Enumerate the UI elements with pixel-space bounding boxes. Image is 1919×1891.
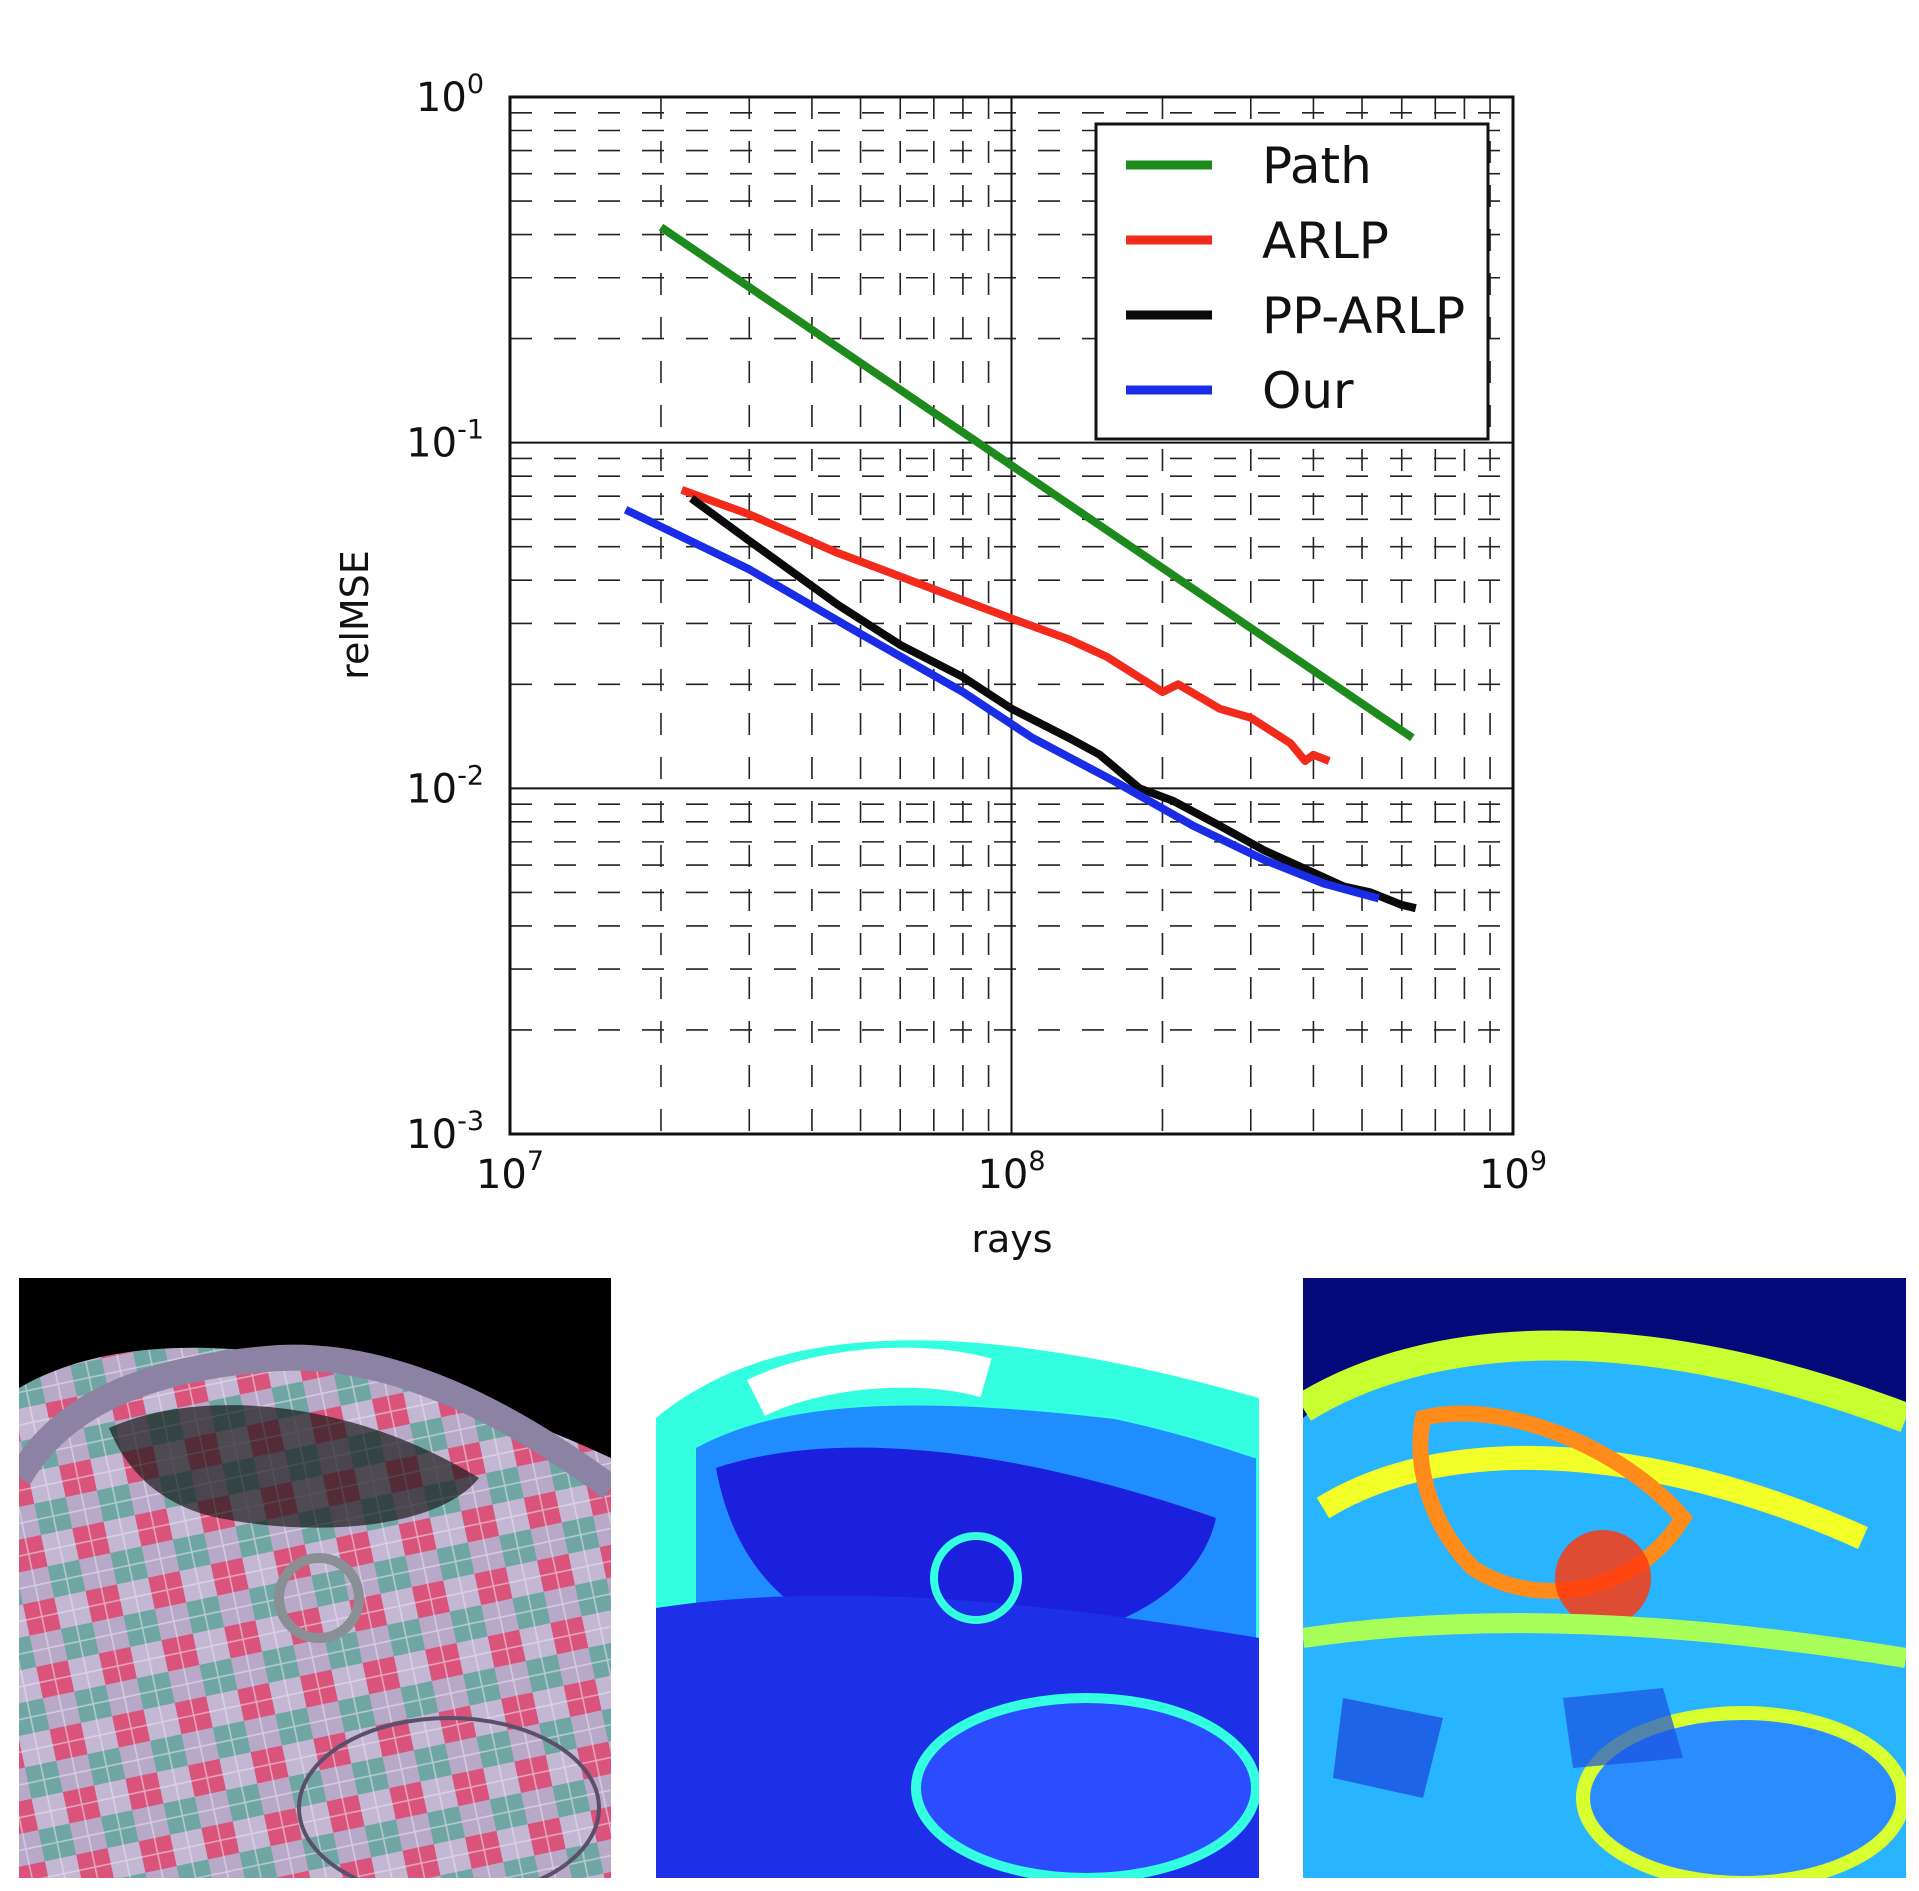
legend-label: PP-ARLP [1262, 287, 1465, 345]
error-map-high-image [1303, 1330, 1906, 1878]
error-map-low-image [656, 1340, 1259, 1878]
x-tick-label: 108 [977, 1146, 1045, 1198]
y-tick-labels: 100 10-1 10-2 10-3 [406, 69, 484, 1158]
y-tick-label: 10-2 [406, 760, 484, 812]
series-line-path [658, 223, 1415, 742]
legend: Path ARLP PP-ARLP Our [1094, 122, 1490, 441]
legend-label: Path [1262, 137, 1372, 195]
legend-label: Our [1262, 362, 1354, 420]
rendered-car-panel [19, 1278, 611, 1878]
y-tick-label: 10-1 [406, 415, 484, 467]
series-line-pp-arlp [689, 495, 1417, 913]
y-tick-label: 100 [416, 69, 484, 121]
x-tick-label: 107 [476, 1146, 544, 1198]
rendered-car-image [19, 1344, 611, 1878]
series-line-our [623, 506, 1380, 903]
error-map-high-panel [1303, 1278, 1906, 1878]
plot-frame [508, 95, 1515, 1136]
error-map-low-panel [656, 1278, 1259, 1878]
x-tick-label: 109 [1479, 1146, 1547, 1198]
x-axis-label: rays [971, 1217, 1052, 1261]
series-layer [623, 223, 1417, 913]
relmse-chart: 107 108 109 100 10-1 10-2 10-3 rays relMSE Pa… [333, 69, 1547, 1261]
y-tick-label: 10-3 [406, 1106, 484, 1158]
y-axis-label: relMSE [333, 550, 377, 680]
series-line-arlp [680, 486, 1331, 765]
legend-label: ARLP [1262, 212, 1389, 270]
x-tick-labels: 107 108 109 [476, 1146, 1547, 1198]
